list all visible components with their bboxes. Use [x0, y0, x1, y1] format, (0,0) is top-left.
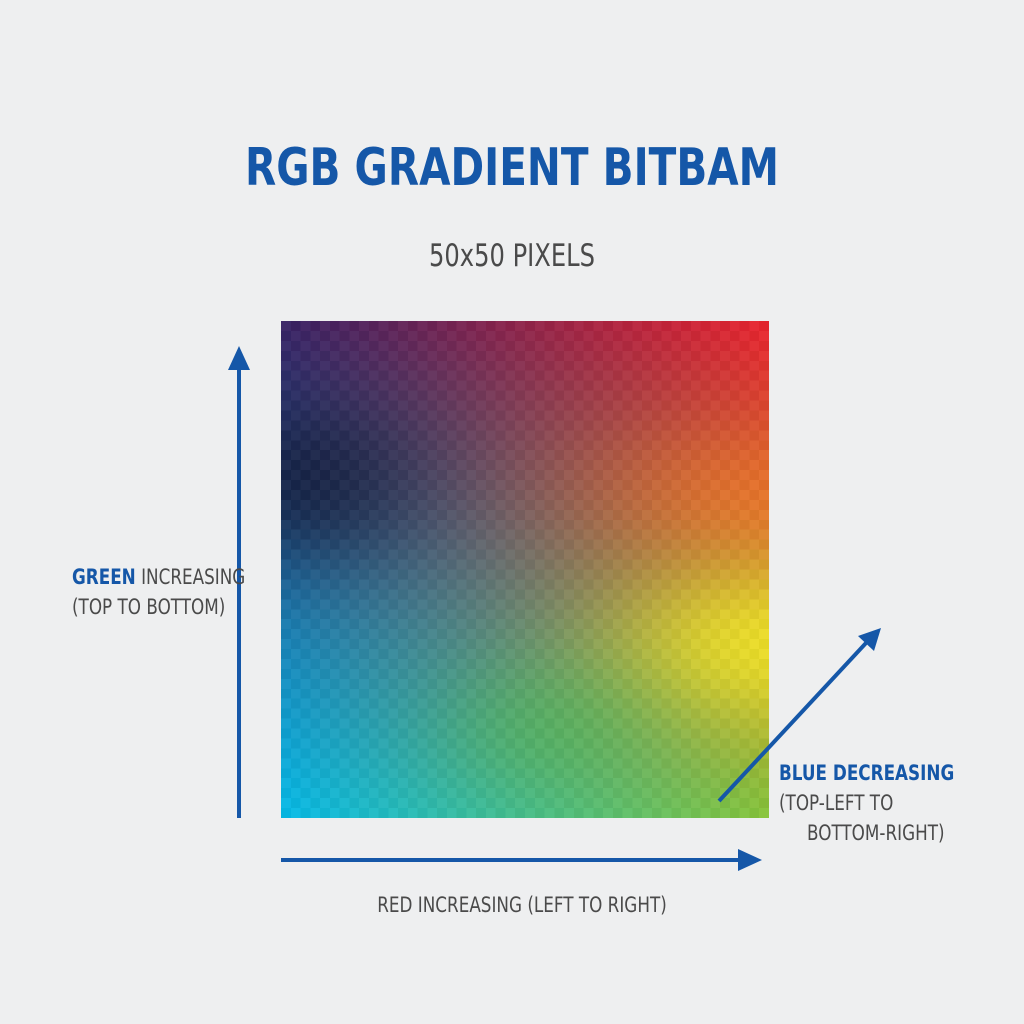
green-axis-label: GREEN INCREASING (TOP TO BOTTOM) — [72, 562, 245, 622]
green-label-line2: (TOP TO BOTTOM) — [72, 595, 226, 619]
green-label-rest: INCREASING — [135, 565, 246, 589]
rgb-gradient-bitmap — [281, 321, 769, 818]
green-label-emphasis: GREEN — [72, 565, 136, 589]
red-axis-arrow — [281, 849, 762, 871]
red-axis-label: RED INCREASING (LEFT TO RIGHT) — [377, 893, 667, 917]
blue-label-line2: (TOP-LEFT TO — [779, 791, 894, 815]
blue-label-line1: BLUE DECREASING — [779, 761, 955, 785]
diagram-title: RGB GRADIENT BITBAM — [244, 138, 780, 198]
blue-label-line3: BOTTOM-RIGHT) — [807, 821, 945, 845]
blue-axis-label: BLUE DECREASING (TOP-LEFT TO BOTTOM-RIGH… — [779, 758, 954, 848]
diagram-subtitle: 50x50 PIXELS — [429, 238, 595, 274]
